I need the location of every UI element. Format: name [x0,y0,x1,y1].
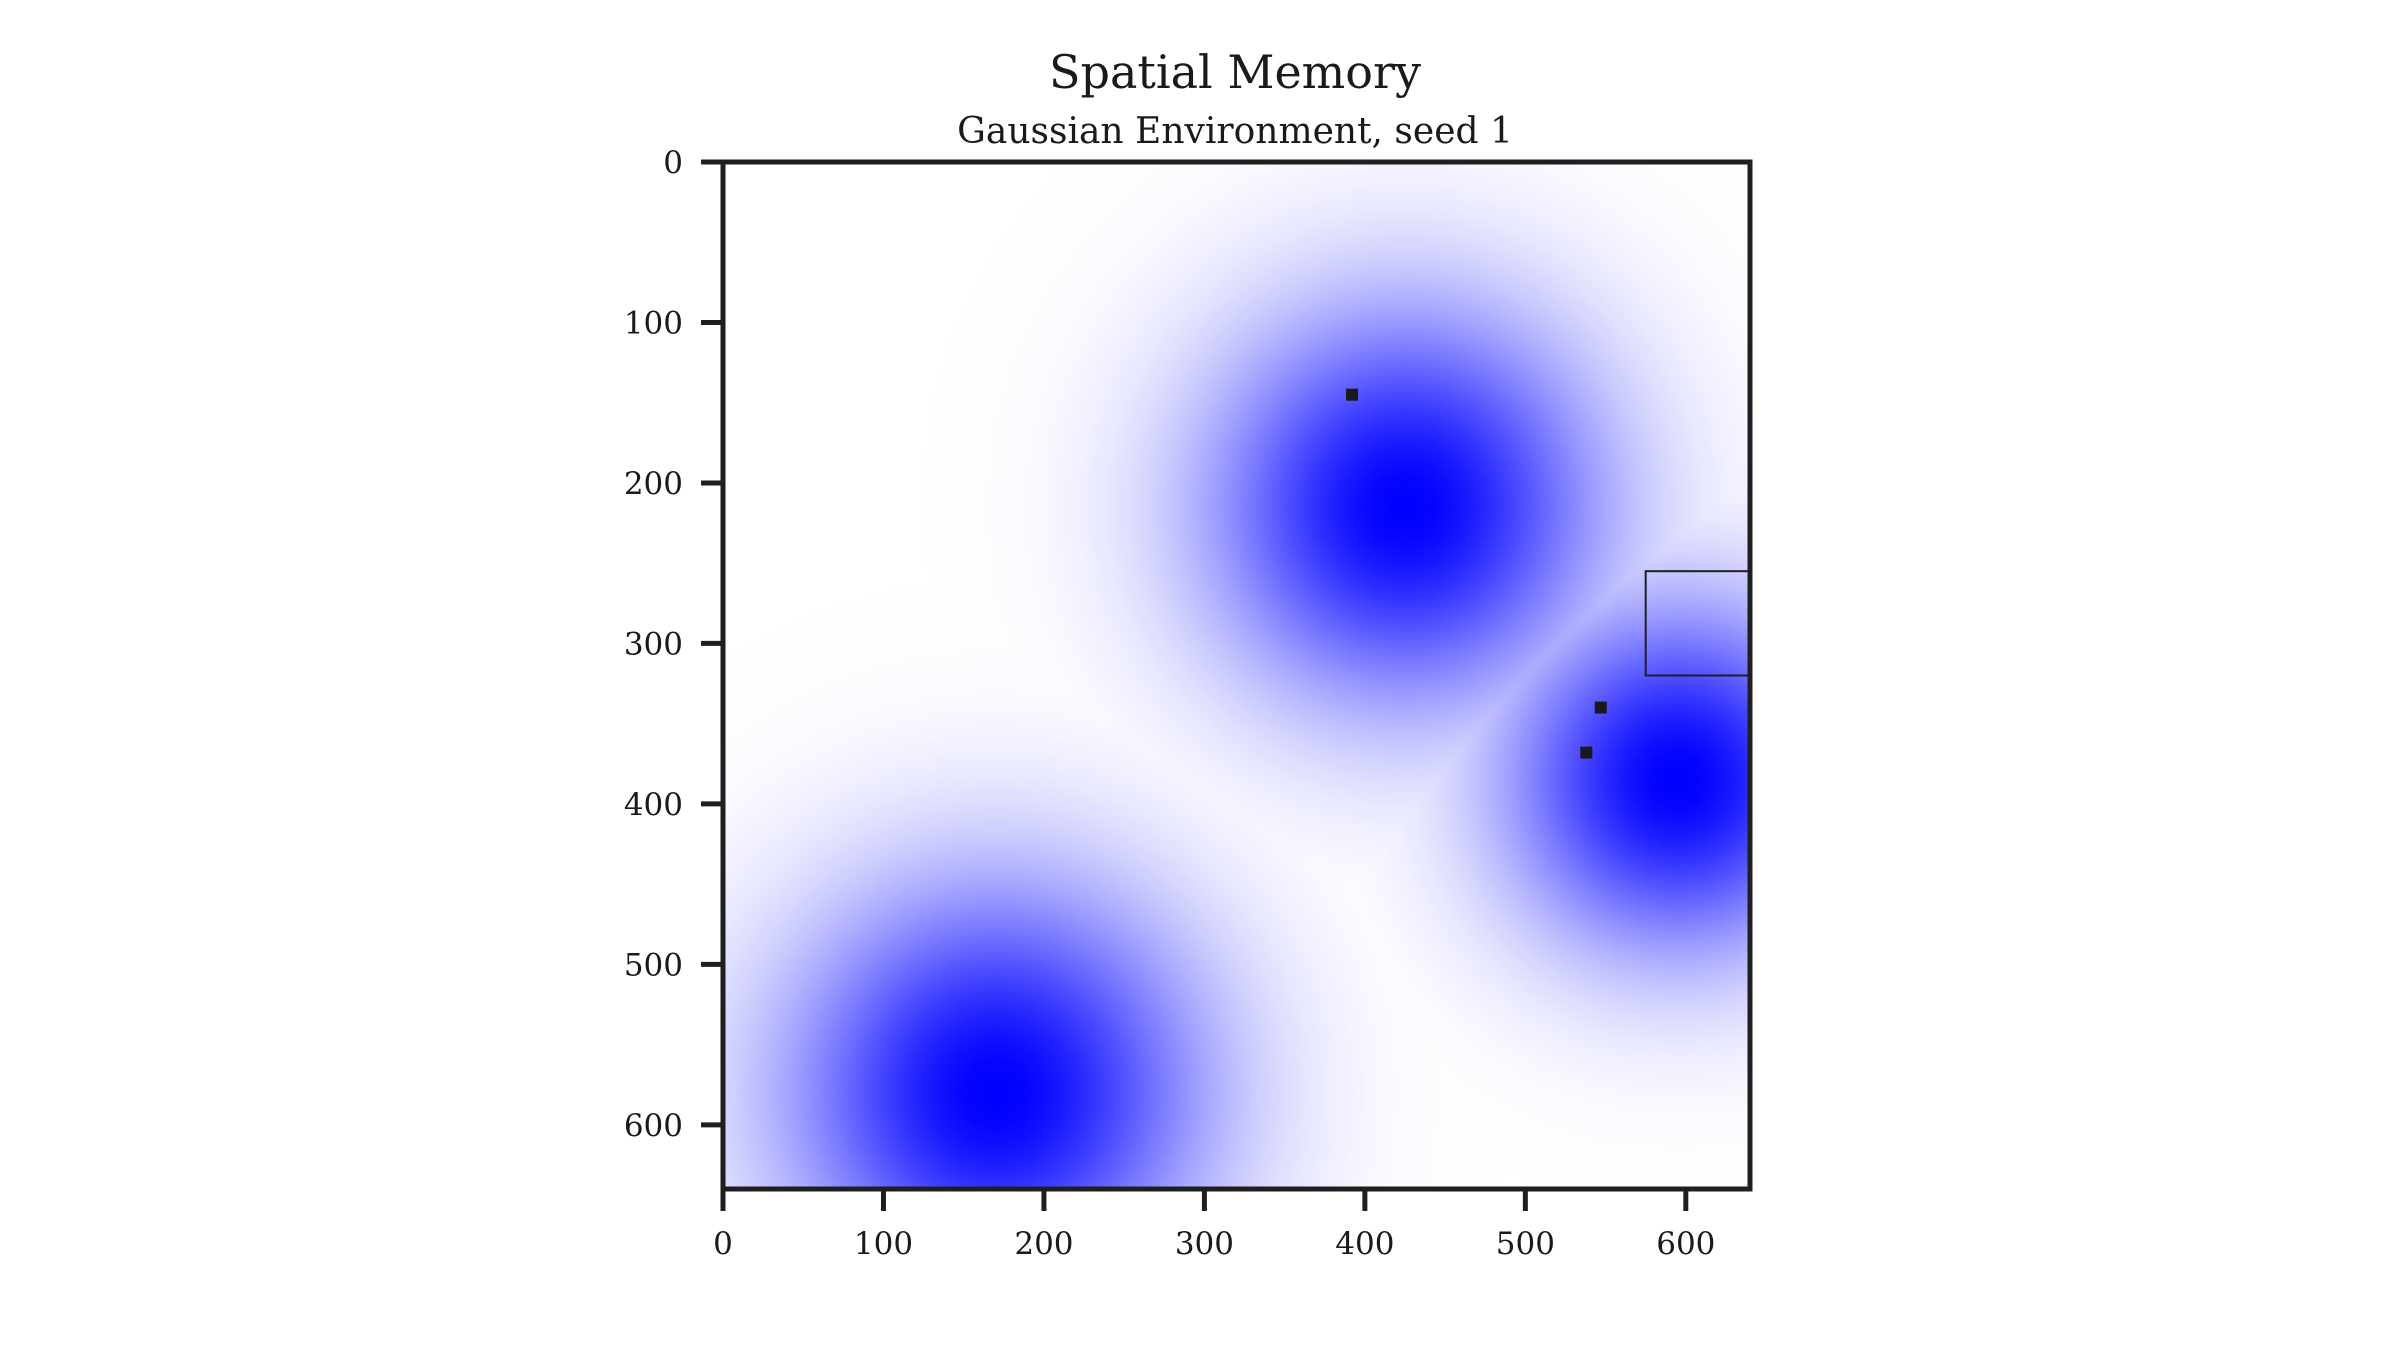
axes-frame [720,159,1753,1192]
y-tick-label-200: 200 [624,466,683,502]
y-tick-label-100: 100 [624,305,683,341]
y-tick-label-500: 500 [624,947,683,983]
heatmap-holder [723,162,1750,1189]
x-tick-label-400: 400 [1335,1226,1394,1262]
marker-point-3 [1580,746,1593,759]
y-tick-label-600: 600 [624,1108,683,1144]
plot-area [720,159,1753,1192]
chart-subtitle: Gaussian Environment, seed 1 [957,111,1513,152]
y-axis: 0 100 200 300 400 500 600 [624,145,723,1144]
x-axis: 0 100 200 300 400 500 600 [713,1189,1715,1262]
chart-title: Spatial Memory [1049,45,1421,99]
x-tick-label-300: 300 [1175,1226,1234,1262]
x-tick-label-200: 200 [1014,1226,1073,1262]
x-tick-label-100: 100 [854,1226,913,1262]
x-tick-label-0: 0 [713,1226,733,1262]
y-tick-label-400: 400 [624,787,683,823]
marker-point-1 [1346,388,1359,401]
x-tick-label-600: 600 [1656,1226,1715,1262]
x-tick-label-500: 500 [1496,1226,1555,1262]
y-tick-label-0: 0 [663,145,683,181]
heatmap [723,162,1750,1189]
y-tick-label-300: 300 [624,626,683,662]
marker-point-2 [1594,701,1607,714]
